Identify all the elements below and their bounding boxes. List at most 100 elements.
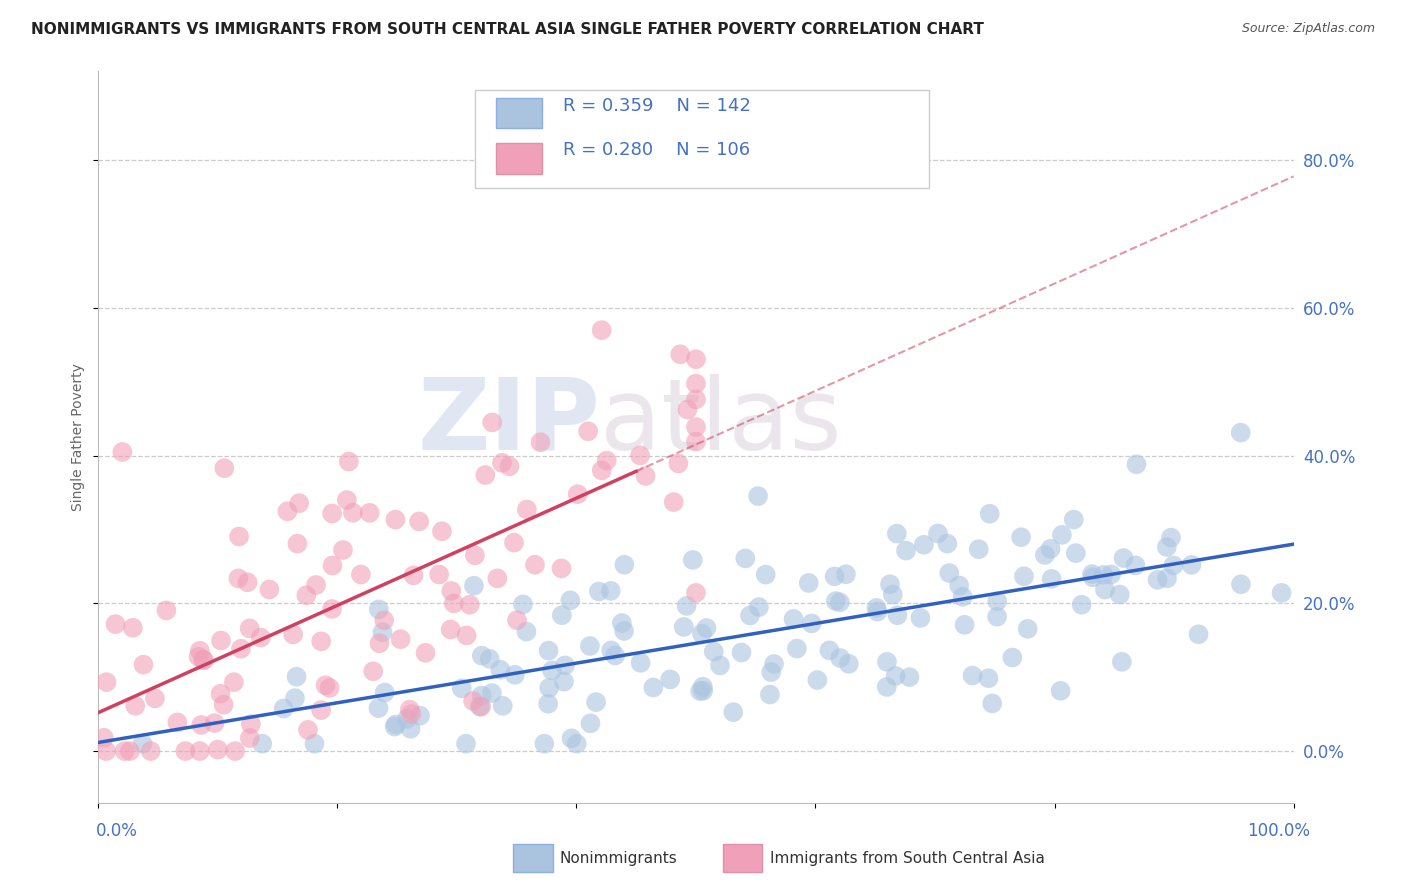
Point xyxy=(529,435,551,450)
Point xyxy=(738,608,761,623)
Point xyxy=(384,513,406,527)
Text: R = 0.280    N = 106: R = 0.280 N = 106 xyxy=(564,141,751,160)
Point xyxy=(111,445,134,459)
Text: 100.0%: 100.0% xyxy=(1247,822,1310,840)
Point xyxy=(747,489,769,503)
Point xyxy=(898,670,921,684)
Point xyxy=(1040,572,1063,586)
Point xyxy=(155,603,177,617)
Point xyxy=(174,744,197,758)
Point xyxy=(93,731,115,745)
Point xyxy=(838,657,860,671)
Point xyxy=(938,566,960,580)
Point xyxy=(675,599,697,613)
Text: R = 0.359    N = 142: R = 0.359 N = 142 xyxy=(564,96,751,115)
Point xyxy=(374,685,396,699)
Point xyxy=(491,456,513,470)
Point xyxy=(1125,457,1147,471)
Point xyxy=(1112,551,1135,566)
Point xyxy=(190,718,212,732)
Point xyxy=(533,737,555,751)
Point xyxy=(553,674,575,689)
Point xyxy=(576,424,599,438)
Text: atlas: atlas xyxy=(600,374,842,471)
Point xyxy=(332,543,354,558)
Text: ZIP: ZIP xyxy=(418,374,600,471)
Point xyxy=(212,698,235,712)
Point xyxy=(763,657,786,671)
Point xyxy=(464,548,486,562)
Point xyxy=(1017,622,1039,636)
Point xyxy=(866,605,889,619)
Point xyxy=(1111,655,1133,669)
Point xyxy=(761,665,783,679)
Point xyxy=(1271,586,1294,600)
FancyBboxPatch shape xyxy=(496,144,541,174)
Point xyxy=(305,578,328,592)
Point xyxy=(503,535,526,549)
Point xyxy=(368,636,391,650)
Point xyxy=(228,529,250,543)
Point xyxy=(276,504,298,518)
Point xyxy=(662,495,685,509)
Point xyxy=(359,506,381,520)
Point xyxy=(318,681,340,695)
Point xyxy=(797,576,820,591)
Point xyxy=(894,543,917,558)
Point xyxy=(515,624,537,639)
Point xyxy=(409,708,432,723)
Point xyxy=(1160,531,1182,545)
Point xyxy=(281,627,304,641)
Point xyxy=(229,641,252,656)
Point xyxy=(458,598,481,612)
Point xyxy=(492,698,515,713)
Point xyxy=(1099,567,1122,582)
Point xyxy=(669,347,692,361)
Y-axis label: Single Father Poverty: Single Father Poverty xyxy=(72,363,86,511)
Text: Immigrants from South Central Asia: Immigrants from South Central Asia xyxy=(770,851,1046,865)
Point xyxy=(401,706,423,721)
Point xyxy=(249,631,271,645)
Point xyxy=(471,648,494,663)
Point xyxy=(288,496,311,510)
Point xyxy=(634,469,657,483)
Point xyxy=(936,536,959,550)
Point xyxy=(228,571,250,585)
Point xyxy=(685,434,707,449)
Point xyxy=(209,633,232,648)
Point xyxy=(503,668,526,682)
Point xyxy=(478,652,501,666)
Point xyxy=(927,526,949,541)
Point xyxy=(321,558,343,573)
Point xyxy=(191,652,214,666)
Point xyxy=(876,680,898,694)
Point xyxy=(1180,558,1202,572)
Point xyxy=(440,583,463,598)
Point xyxy=(910,611,932,625)
Point xyxy=(554,658,576,673)
Point xyxy=(321,602,343,616)
Point xyxy=(398,702,420,716)
Point xyxy=(239,717,262,731)
Point xyxy=(1092,568,1115,582)
Point xyxy=(1108,588,1130,602)
Point xyxy=(94,744,117,758)
Point xyxy=(786,641,808,656)
Point xyxy=(1125,558,1147,573)
Point xyxy=(685,586,707,600)
Point xyxy=(309,703,332,717)
Point xyxy=(986,609,1008,624)
Point xyxy=(723,705,745,719)
Point xyxy=(512,598,534,612)
Point xyxy=(709,658,731,673)
Point xyxy=(666,457,689,471)
Point xyxy=(523,558,546,572)
Point xyxy=(588,584,610,599)
Point xyxy=(321,507,343,521)
Point xyxy=(1081,567,1104,582)
Point xyxy=(259,582,281,597)
Point xyxy=(481,686,503,700)
Point xyxy=(1049,683,1071,698)
Point xyxy=(124,698,146,713)
Point xyxy=(537,643,560,657)
